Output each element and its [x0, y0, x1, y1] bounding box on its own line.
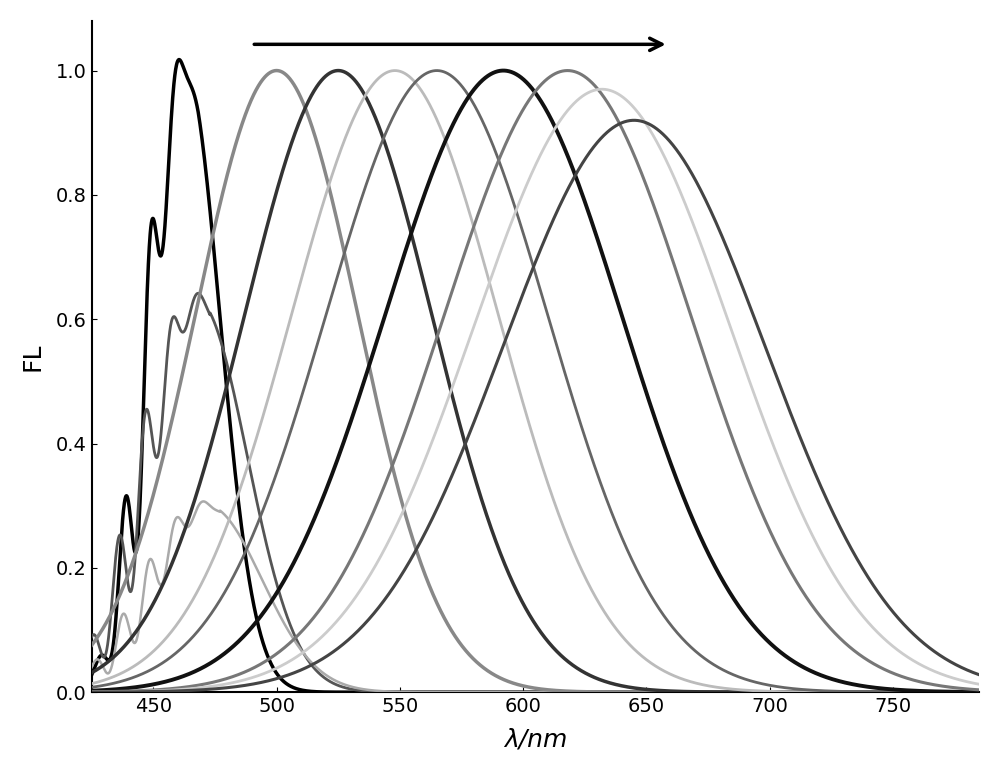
Y-axis label: FL: FL	[21, 342, 45, 371]
X-axis label: λ/nm: λ/nm	[504, 727, 567, 751]
